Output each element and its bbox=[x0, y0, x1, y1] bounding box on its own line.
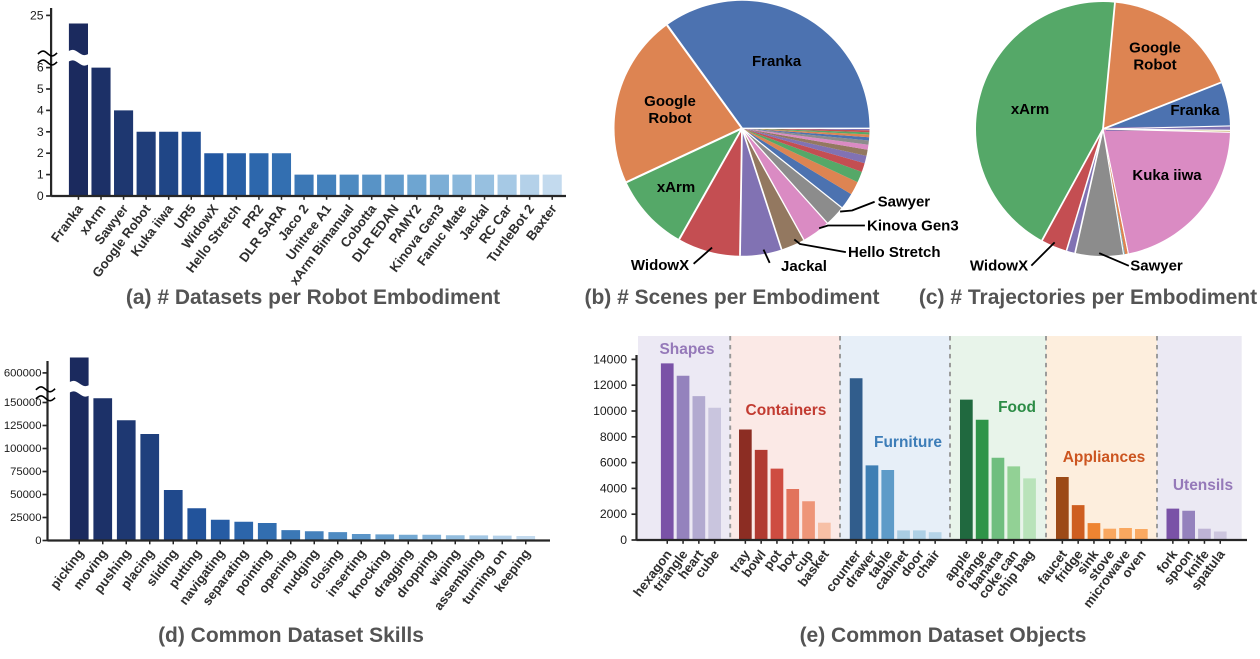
svg-text:3: 3 bbox=[37, 125, 44, 139]
svg-text:25000: 25000 bbox=[10, 512, 41, 524]
svg-text:(d) Common Dataset Skills: (d) Common Dataset Skills bbox=[158, 624, 424, 647]
svg-text:(e) Common Dataset Objects: (e) Common Dataset Objects bbox=[800, 624, 1087, 647]
svg-text:Appliances: Appliances bbox=[1063, 449, 1146, 466]
svg-text:100000: 100000 bbox=[4, 443, 42, 455]
svg-text:0: 0 bbox=[620, 533, 627, 547]
svg-text:Robot: Robot bbox=[1133, 56, 1176, 73]
svg-text:6: 6 bbox=[37, 61, 44, 75]
svg-text:Shapes: Shapes bbox=[659, 341, 714, 358]
svg-text:WidowX: WidowX bbox=[970, 257, 1028, 274]
svg-text:Kuka iiwa: Kuka iiwa bbox=[1132, 167, 1202, 184]
svg-text:2000: 2000 bbox=[600, 507, 627, 521]
svg-text:Furniture: Furniture bbox=[874, 434, 942, 451]
svg-text:6000: 6000 bbox=[600, 456, 627, 470]
svg-text:Franka: Franka bbox=[752, 53, 802, 70]
svg-text:25: 25 bbox=[30, 8, 44, 22]
svg-text:50000: 50000 bbox=[10, 489, 41, 501]
svg-text:Franka: Franka bbox=[1170, 102, 1220, 119]
svg-text:10000: 10000 bbox=[593, 404, 627, 418]
svg-text:150000: 150000 bbox=[4, 397, 42, 409]
svg-text:(c) # Trajectories per Embodim: (c) # Trajectories per Embodiment bbox=[919, 286, 1257, 309]
svg-text:Utensils: Utensils bbox=[1173, 477, 1233, 494]
svg-text:14000: 14000 bbox=[593, 352, 627, 366]
svg-text:0: 0 bbox=[37, 189, 44, 203]
svg-text:Robot: Robot bbox=[648, 110, 691, 127]
svg-text:Food: Food bbox=[998, 399, 1036, 416]
svg-text:2: 2 bbox=[37, 146, 44, 160]
svg-text:Sawyer: Sawyer bbox=[1130, 257, 1183, 274]
svg-text:Sawyer: Sawyer bbox=[878, 193, 931, 210]
svg-text:Kinova Gen3: Kinova Gen3 bbox=[867, 217, 959, 234]
svg-text:12000: 12000 bbox=[593, 378, 627, 392]
svg-text:(a) # Datasets per Robot Embod: (a) # Datasets per Robot Embodiment bbox=[126, 286, 500, 309]
svg-text:xArm: xArm bbox=[1011, 101, 1049, 118]
svg-text:125000: 125000 bbox=[4, 420, 42, 432]
svg-text:xArm: xArm bbox=[657, 179, 695, 196]
svg-text:Hello Stretch: Hello Stretch bbox=[848, 244, 941, 261]
svg-text:Google: Google bbox=[1129, 40, 1181, 57]
svg-text:5: 5 bbox=[37, 82, 44, 96]
svg-text:WidowX: WidowX bbox=[631, 257, 689, 274]
svg-text:Containers: Containers bbox=[746, 402, 827, 419]
svg-text:1: 1 bbox=[37, 168, 44, 182]
svg-text:Google: Google bbox=[644, 93, 696, 110]
svg-text:(b) # Scenes per Embodiment: (b) # Scenes per Embodiment bbox=[584, 286, 879, 309]
svg-text:600000: 600000 bbox=[4, 368, 42, 380]
svg-text:4: 4 bbox=[37, 103, 44, 117]
svg-text:Jackal: Jackal bbox=[781, 258, 827, 275]
svg-text:75000: 75000 bbox=[10, 466, 41, 478]
svg-text:0: 0 bbox=[35, 535, 41, 547]
svg-text:8000: 8000 bbox=[600, 430, 627, 444]
svg-text:4000: 4000 bbox=[600, 481, 627, 495]
